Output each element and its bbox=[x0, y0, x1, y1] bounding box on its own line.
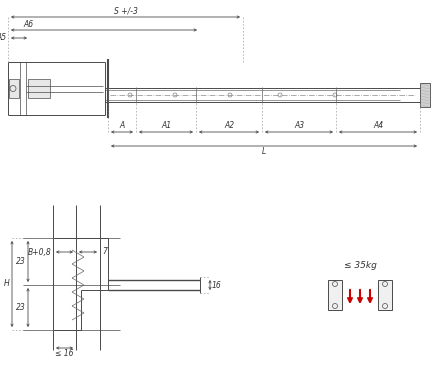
Bar bbox=[28, 79, 50, 98]
Text: 23: 23 bbox=[16, 257, 26, 266]
Text: ≤ 35kg: ≤ 35kg bbox=[344, 261, 376, 269]
Text: B+0,8: B+0,8 bbox=[28, 247, 52, 257]
Text: H: H bbox=[4, 279, 10, 288]
Text: A4: A4 bbox=[373, 121, 383, 130]
Text: A3: A3 bbox=[294, 121, 304, 130]
Text: L: L bbox=[262, 147, 266, 156]
Bar bbox=[328, 280, 342, 310]
Text: A: A bbox=[119, 121, 125, 130]
Text: 7: 7 bbox=[102, 247, 107, 257]
Text: A6: A6 bbox=[23, 20, 33, 29]
Text: A2: A2 bbox=[224, 121, 234, 130]
Bar bbox=[378, 280, 392, 310]
Text: S +/-3: S +/-3 bbox=[113, 7, 137, 16]
Bar bbox=[9, 79, 19, 98]
Text: A1: A1 bbox=[161, 121, 171, 130]
Text: 23: 23 bbox=[16, 303, 26, 312]
Text: A5: A5 bbox=[0, 34, 7, 42]
Text: 16: 16 bbox=[212, 281, 222, 290]
Text: ≤ 16: ≤ 16 bbox=[55, 349, 74, 358]
Bar bbox=[420, 83, 430, 107]
